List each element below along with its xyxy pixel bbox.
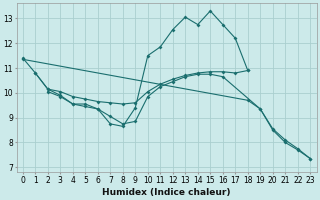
- X-axis label: Humidex (Indice chaleur): Humidex (Indice chaleur): [102, 188, 231, 197]
